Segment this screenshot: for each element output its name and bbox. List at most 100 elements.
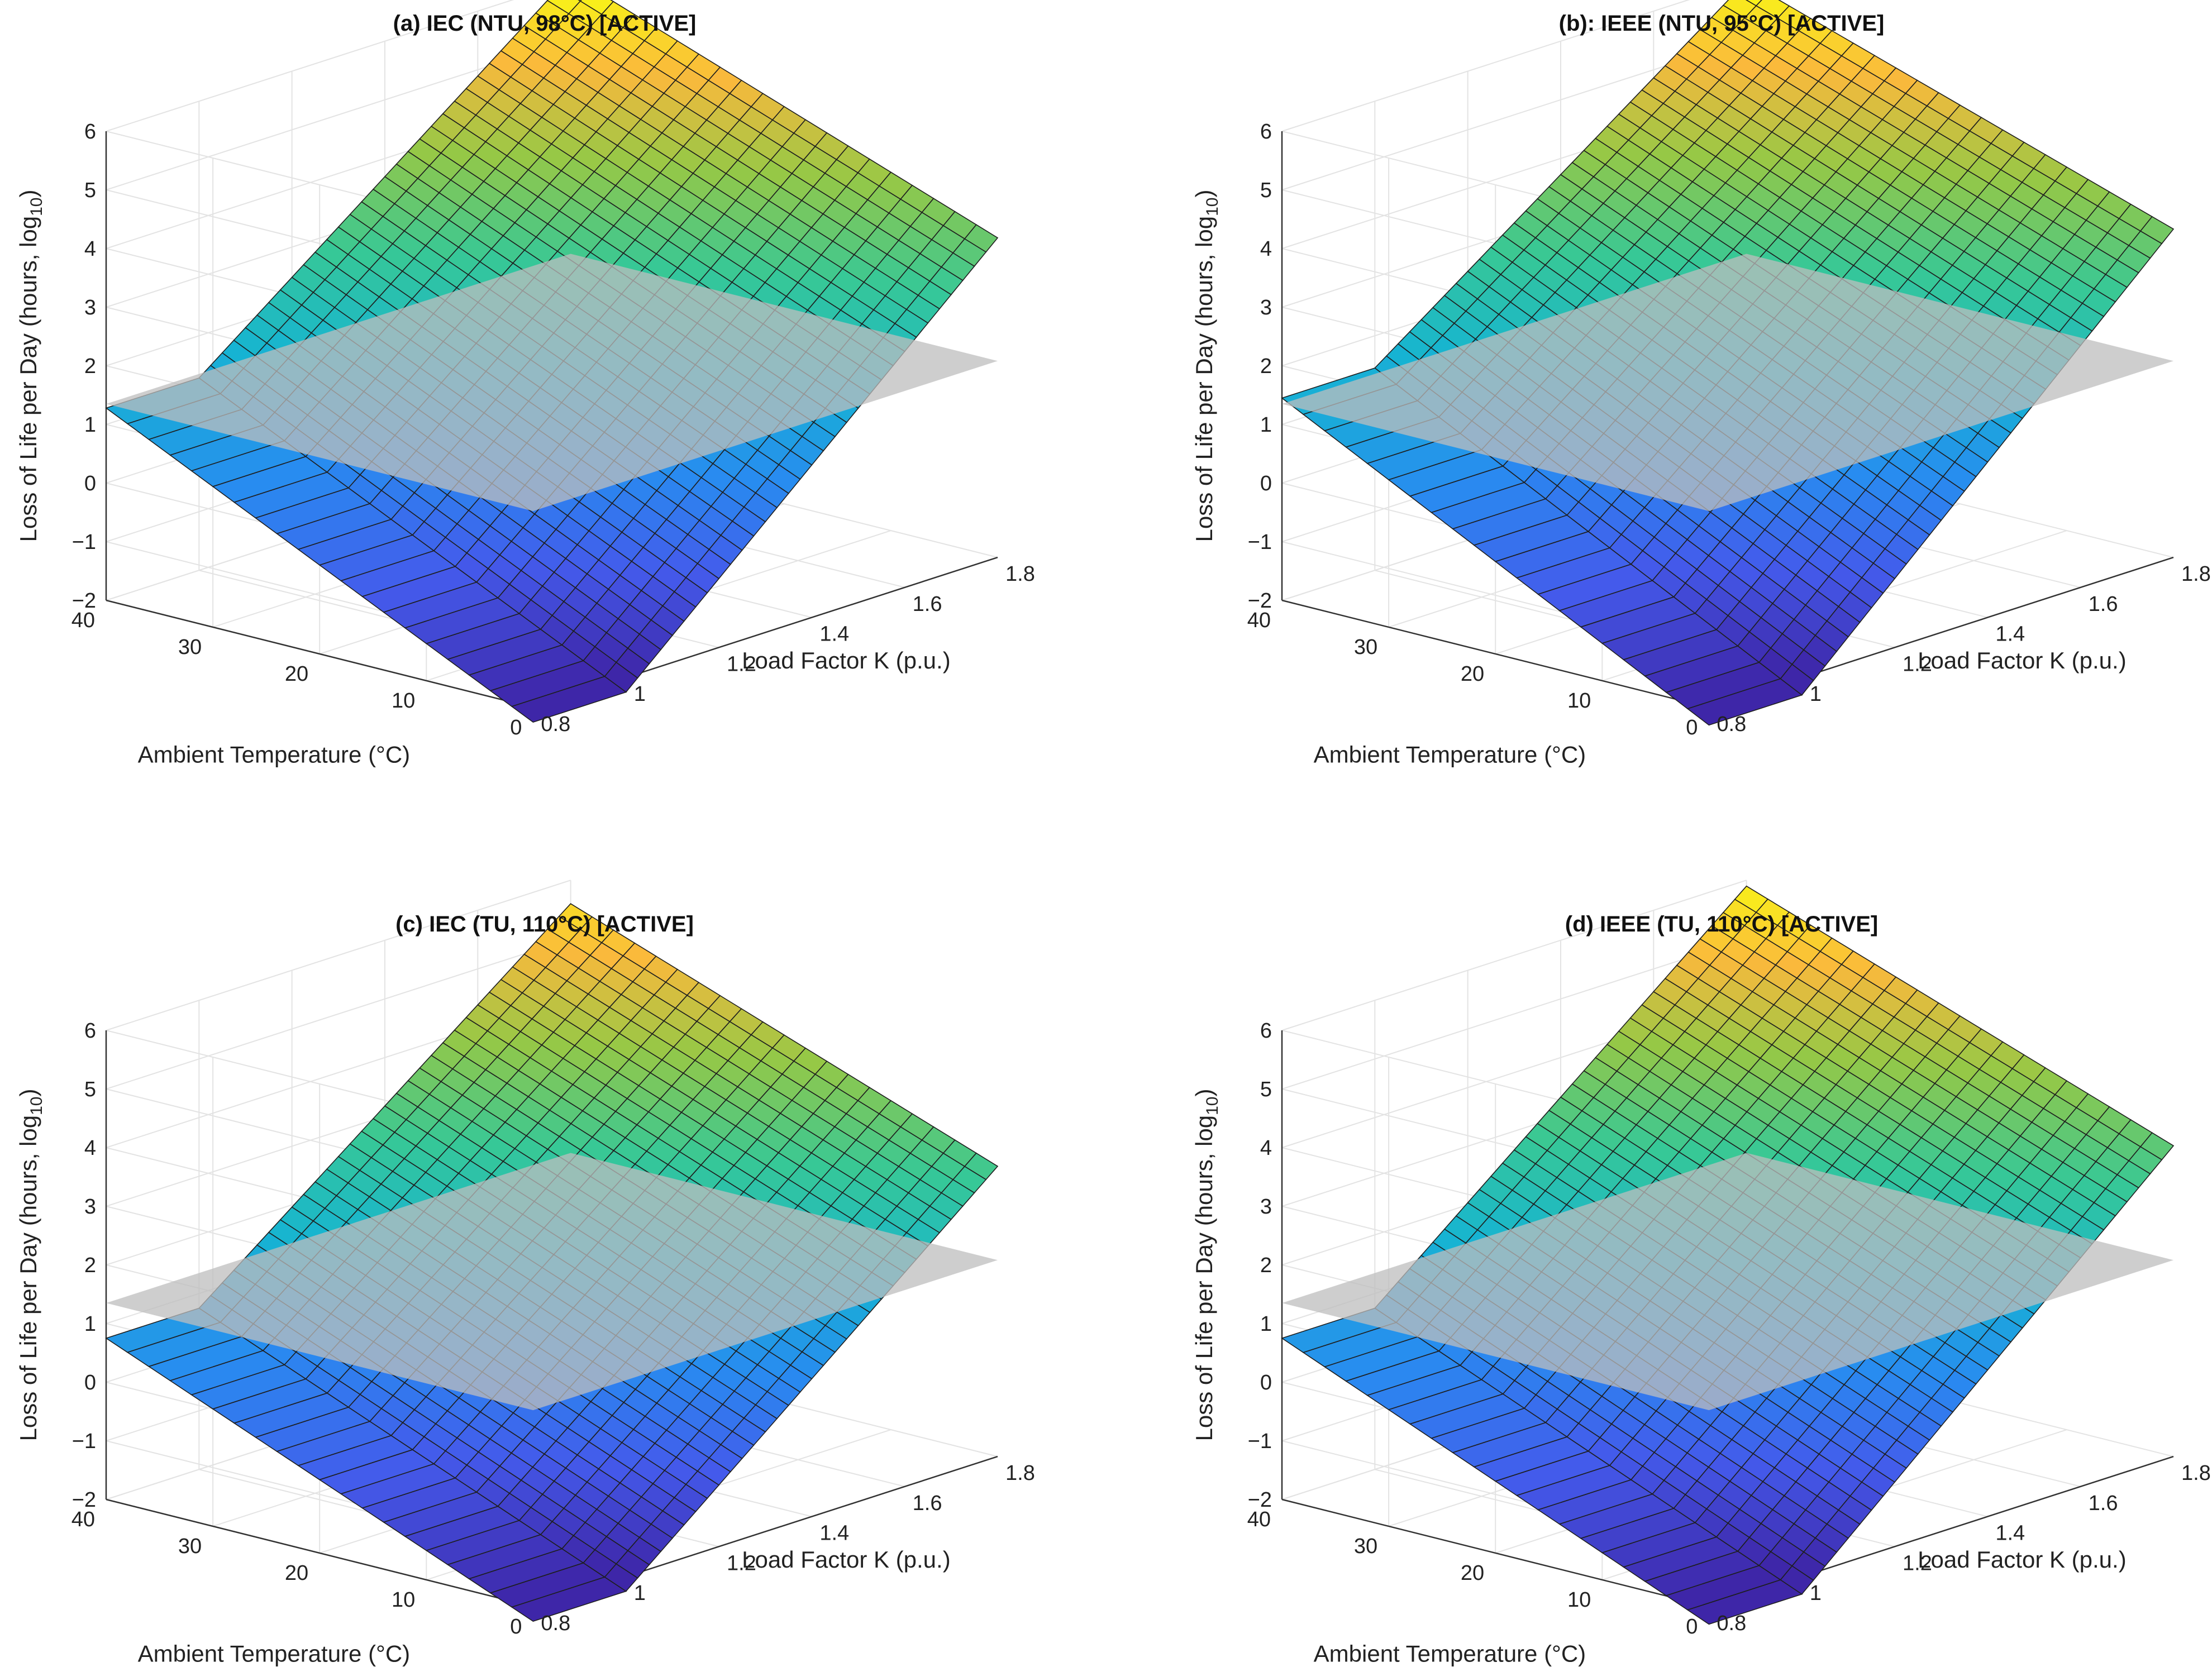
y-tick-label: 30	[1354, 636, 1377, 659]
threshold-plane	[1282, 254, 2173, 512]
z-tick-label: 1	[84, 413, 96, 437]
z-tick-label: 0	[84, 1371, 96, 1394]
z-tick-label: 3	[84, 296, 96, 319]
x-axis-label: Load Factor K (p.u.)	[742, 647, 951, 674]
y-ticks: 0 10 20 30 40	[1247, 1508, 1698, 1639]
z-tick-label: 0	[1260, 1371, 1272, 1394]
x-tick-label: 1	[634, 682, 646, 706]
z-tick-label: 6	[84, 120, 96, 144]
panel-title: (b): IEEE (NTU, 95°C) [ACTIVE]	[1559, 11, 1885, 36]
surface-facet	[2139, 1132, 2175, 1160]
y-tick-label: 20	[285, 662, 308, 686]
z-tick-label: 5	[84, 179, 96, 202]
panel-b: −2 −1 0 1 2 3 4 5 6 0 10 20 30 40 0.8 1 1.2 1.4 1.6 1.8 Load…	[1191, 0, 2211, 768]
z-tick-label: 3	[84, 1195, 96, 1219]
z-tick-label: 4	[1260, 1136, 1272, 1160]
x-tick-label: 1.2	[1903, 1551, 1932, 1575]
z-tick-label: 6	[1260, 1019, 1272, 1043]
z-tick-label: −2	[1248, 589, 1272, 613]
y-tick-label: 40	[1247, 1508, 1271, 1531]
panel-title: (c) IEC (TU, 110°C) [ACTIVE]	[395, 912, 694, 937]
x-tick-label: 1	[1810, 1582, 1822, 1605]
surface-facet	[511, 1577, 627, 1622]
x-tick-label: 1.6	[2089, 1492, 2118, 1515]
y-tick-label: 10	[392, 689, 415, 713]
x-tick-label: 1.8	[1005, 562, 1035, 586]
y-tick-label: 40	[1247, 609, 1271, 632]
z-ticks: −2 −1 0 1 2 3 4 5 6	[1248, 1019, 1272, 1512]
y-tick-label: 30	[178, 1535, 202, 1558]
z-tick-label: 1	[1260, 413, 1272, 437]
x-tick-label: 1	[1810, 682, 1822, 706]
x-tick-label: 1.6	[2089, 593, 2118, 616]
x-tick-label: 0.8	[1717, 1612, 1746, 1635]
x-tick-label: 1.4	[1995, 623, 2025, 646]
x-tick-label: 0.8	[541, 1612, 570, 1635]
x-ticks: 0.8 1 1.2 1.4 1.6 1.8	[1717, 1461, 2210, 1635]
x-tick-label: 1.2	[727, 652, 756, 676]
z-tick-label: 5	[84, 1078, 96, 1101]
x-ticks: 0.8 1 1.2 1.4 1.6 1.8	[541, 1461, 1035, 1635]
z-tick-label: 4	[1260, 237, 1272, 261]
z-tick-label: −2	[1248, 1488, 1272, 1512]
z-tick-label: −2	[72, 589, 96, 613]
surface-facet	[964, 1152, 999, 1181]
surface-facet	[964, 224, 999, 253]
y-tick-label: 30	[1354, 1535, 1377, 1558]
y-tick-label: 30	[178, 636, 202, 659]
z-tick-label: −1	[1248, 531, 1272, 554]
z-tick-label: 0	[1260, 472, 1272, 495]
surface-facet	[1686, 678, 1803, 726]
surface-facet	[2139, 216, 2175, 245]
z-ticks: −2 −1 0 1 2 3 4 5 6	[72, 1019, 96, 1512]
surface-facet	[511, 676, 627, 723]
y-axis-label: Ambient Temperature (°C)	[138, 742, 411, 768]
z-tick-label: −1	[72, 1430, 96, 1453]
z-tick-label: 3	[1260, 296, 1272, 319]
panel-title: (a) IEC (NTU, 98°C) [ACTIVE]	[393, 11, 697, 36]
z-ticks: −2 −1 0 1 2 3 4 5 6	[72, 120, 96, 613]
y-axis-label: Ambient Temperature (°C)	[138, 1641, 411, 1667]
z-axis-label: Loss of Life per Day (hours, log10)	[1191, 1088, 1222, 1441]
z-tick-label: −1	[72, 531, 96, 554]
x-tick-label: 0.8	[541, 713, 570, 736]
z-tick-label: −1	[1248, 1430, 1272, 1453]
x-axis-label: Load Factor K (p.u.)	[1918, 1546, 2127, 1573]
x-axis-label: Load Factor K (p.u.)	[1918, 647, 2127, 674]
x-tick-label: 1	[634, 1582, 646, 1605]
x-tick-label: 1.6	[913, 1492, 942, 1515]
z-tick-label: 2	[84, 1254, 96, 1277]
z-axis-label: Loss of Life per Day (hours, log10)	[15, 1088, 46, 1441]
x-tick-label: 1.2	[1903, 652, 1932, 676]
x-ticks: 0.8 1 1.2 1.4 1.6 1.8	[1717, 562, 2210, 736]
surface-facet	[1686, 1579, 1803, 1625]
y-tick-label: 40	[71, 609, 95, 632]
x-tick-label: 1.8	[1005, 1461, 1035, 1485]
y-tick-label: 0	[510, 716, 522, 739]
panel-title: (d) IEEE (TU, 110°C) [ACTIVE]	[1565, 912, 1879, 937]
z-ticks: −2 −1 0 1 2 3 4 5 6	[1248, 120, 1272, 613]
z-tick-label: −2	[72, 1488, 96, 1512]
z-tick-label: 5	[1260, 1078, 1272, 1101]
z-tick-label: 4	[84, 1136, 96, 1160]
z-tick-label: 2	[1260, 355, 1272, 378]
x-tick-label: 1.4	[1995, 1522, 2025, 1545]
panel-d: −2 −1 0 1 2 3 4 5 6 0 10 20 30 40 0.8 1 1.2 1.4 1.6 1.8 Load…	[1191, 880, 2211, 1667]
z-tick-label: 0	[84, 472, 96, 495]
x-tick-label: 1.4	[819, 623, 849, 646]
y-tick-label: 0	[1686, 1615, 1698, 1639]
y-tick-label: 40	[71, 1508, 95, 1531]
y-axis-label: Ambient Temperature (°C)	[1314, 742, 1586, 768]
z-tick-label: 4	[84, 237, 96, 261]
y-axis-label: Ambient Temperature (°C)	[1314, 1641, 1586, 1667]
z-tick-label: 2	[1260, 1254, 1272, 1277]
y-tick-label: 0	[510, 1615, 522, 1639]
y-tick-label: 20	[285, 1561, 308, 1585]
y-tick-label: 20	[1461, 1561, 1484, 1585]
y-tick-label: 20	[1461, 662, 1484, 686]
x-tick-label: 1.8	[2181, 1461, 2211, 1485]
x-axis-label: Load Factor K (p.u.)	[742, 1546, 951, 1573]
threshold-plane	[106, 1153, 998, 1411]
y-ticks: 0 10 20 30 40	[71, 609, 522, 739]
